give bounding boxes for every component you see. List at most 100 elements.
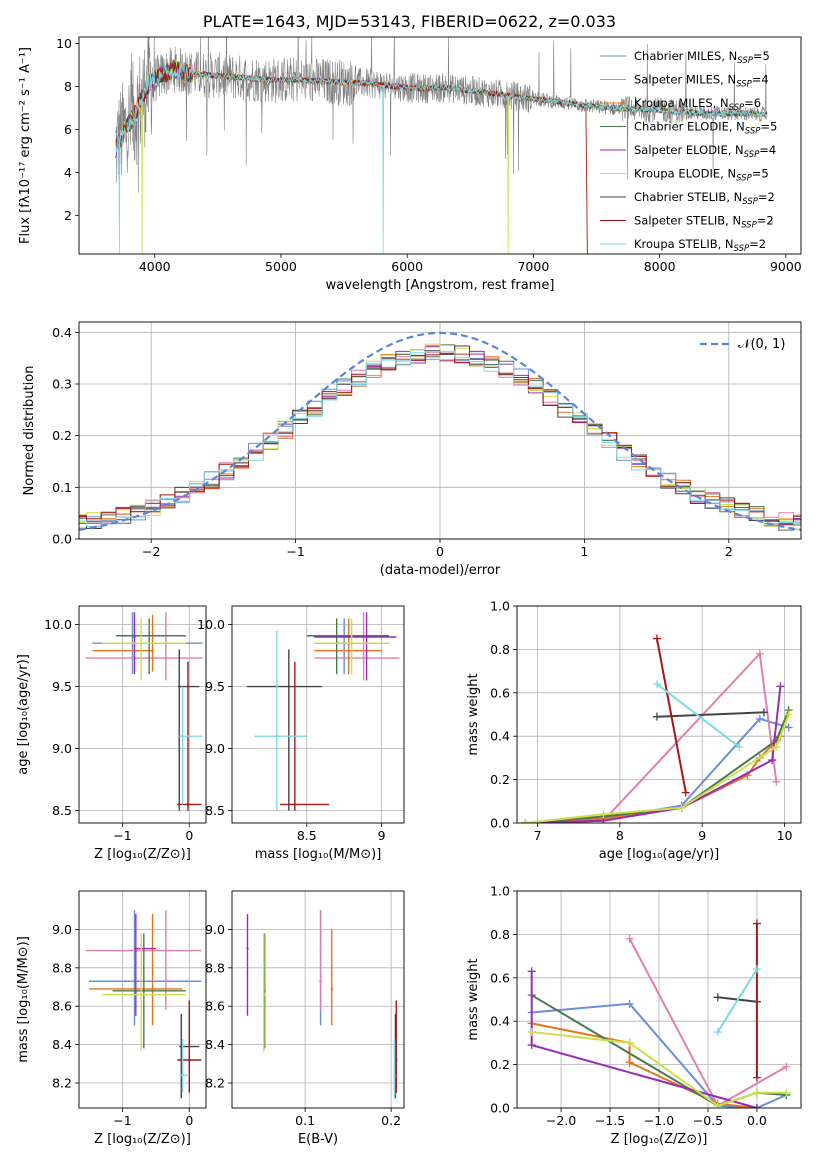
weight-marker: [681, 788, 690, 797]
weight_vs_Z-frame: [516, 890, 802, 1109]
y-tick-label: 0.0: [52, 532, 72, 547]
x-tick-label: 0: [185, 828, 193, 843]
weight_vs_age-plot-area: [521, 634, 793, 823]
y-tick-label: 8.5: [205, 803, 225, 818]
y-axis-label: Flux [fλ10⁻¹⁷ erg cm⁻² s⁻¹ A⁻¹]: [18, 47, 33, 244]
weight-marker: [772, 743, 781, 752]
weight-marker: [768, 756, 777, 765]
y-tick-label: 9.5: [52, 679, 72, 694]
weight-marker: [782, 1062, 791, 1071]
weight-marker: [752, 965, 761, 974]
y-tick-label: 4: [64, 165, 72, 180]
residual-histogram-8: [79, 350, 801, 527]
weight-line-4: [525, 686, 782, 823]
weight-marker: [625, 999, 634, 1008]
x-tick-label: −1: [113, 828, 131, 843]
y-tick-label: 0.4: [490, 1014, 510, 1029]
y-tick-label: 0.8: [490, 927, 510, 942]
data-point: [365, 635, 368, 639]
y-tick-label: 0.0: [490, 816, 510, 831]
y-tick-label: 0.1: [52, 480, 72, 495]
data-point: [181, 1074, 184, 1077]
weight-marker: [713, 1101, 722, 1108]
weight_vs_age-frame: [516, 605, 802, 824]
data-point: [319, 949, 322, 952]
x-tick-label: 8000: [644, 259, 676, 274]
x-tick-label: −0.5: [693, 1113, 723, 1128]
y-tick-label: 0.6: [490, 685, 510, 700]
residual-histogram-6: [79, 345, 801, 529]
y-tick-label: 8.4: [52, 1037, 72, 1052]
y-tick-label: 8.8: [52, 960, 72, 975]
y-tick-label: 0.2: [490, 1057, 510, 1072]
weight-marker: [755, 714, 764, 723]
legend-entry: Salpeter ELODIE, NSSP=4: [634, 143, 776, 160]
legend-entry: Chabrier ELODIE, NSSP=5: [634, 120, 777, 137]
weight-marker: [784, 710, 793, 719]
data-point: [139, 993, 143, 996]
y-tick-label: 8: [64, 79, 72, 94]
data-point: [188, 1058, 191, 1062]
weight-marker: [755, 649, 764, 658]
model-absorption-line: [382, 84, 385, 254]
x-tick-label: 5000: [265, 259, 297, 274]
normal-curve: [79, 331, 801, 531]
legend-entry: Kroupa ELODIE, NSSP=5: [634, 167, 769, 184]
x-tick-label: 8.5: [297, 828, 317, 843]
weight-marker: [527, 967, 536, 976]
data-point: [347, 649, 350, 652]
x-tick-label: 0: [185, 1113, 193, 1128]
y-axis-label: mass weight: [466, 958, 481, 1040]
age_vs_Z-axes: −1 0 8.5 9.0 9.5 10.0 Z [log₁₀(Z/Z⊙)] age [log₁…: [16, 606, 206, 862]
y-tick-label: 2: [64, 208, 72, 223]
residual-plot-area: [79, 331, 801, 531]
model-absorption-line: [507, 95, 510, 254]
weight-marker: [521, 819, 530, 823]
weight-marker: [527, 1041, 536, 1050]
y-tick-label: 0.4: [490, 729, 510, 744]
x-axis-label: Z [log₁₀(Z/Z⊙)]: [611, 1132, 708, 1147]
residual-legend: 𝒩(0, 1): [700, 337, 785, 352]
x-tick-label: 0.1: [295, 1113, 315, 1128]
weight_vs_Z-plot-area: [527, 919, 791, 1108]
data-point: [133, 635, 136, 639]
model-absorption-line: [141, 98, 144, 254]
data-point: [151, 987, 154, 991]
y-tick-label: 8.8: [205, 960, 225, 975]
weight-marker: [625, 1058, 634, 1067]
x-tick-label: −1.0: [644, 1113, 674, 1128]
age_vs_mass-frame: [231, 605, 405, 824]
data-point: [362, 656, 365, 660]
x-tick-label: 1: [580, 544, 588, 559]
spectrum-frame: [78, 36, 802, 255]
weight-line-1: [525, 651, 778, 823]
y-tick-label: 9.0: [205, 922, 225, 937]
data-point: [293, 803, 297, 806]
x-tick-label: 10: [777, 828, 793, 843]
x-tick-label: 4000: [139, 259, 171, 274]
y-tick-label: 0.3: [52, 377, 72, 392]
age_vs_Z-plot-area: [85, 612, 203, 811]
data-point: [133, 980, 136, 983]
weight-marker: [652, 634, 661, 643]
weight-line-0: [525, 717, 789, 823]
y-tick-label: 0.2: [52, 428, 72, 443]
y-tick-label: 0.4: [52, 325, 72, 340]
weight-line-3: [525, 709, 790, 823]
x-tick-label: 8: [616, 828, 624, 843]
weight-line-8: [656, 683, 740, 748]
weight-marker: [759, 708, 768, 717]
legend-entry: Kroupa STELIB, NSSP=2: [634, 237, 766, 254]
mass_vs_EBV-frame: [231, 890, 405, 1109]
data-point: [186, 803, 190, 806]
figure-title: PLATE=1643, MJD=53143, FIBERID=0622, z=0…: [202, 12, 617, 31]
x-tick-label: −1.5: [595, 1113, 625, 1128]
weight-marker: [527, 1028, 536, 1037]
mass_vs_Z-plot-area: [85, 910, 202, 1099]
model-absorption-line: [118, 141, 121, 254]
x-tick-label: 0: [436, 544, 444, 559]
weight-marker: [772, 777, 781, 786]
age_vs_mass-axes: 8.5 9 8.5 9.0 9.5 10.0 mass [log₁₀(M/M⊙)]: [197, 606, 404, 862]
y-tick-label: 8.5: [52, 803, 72, 818]
